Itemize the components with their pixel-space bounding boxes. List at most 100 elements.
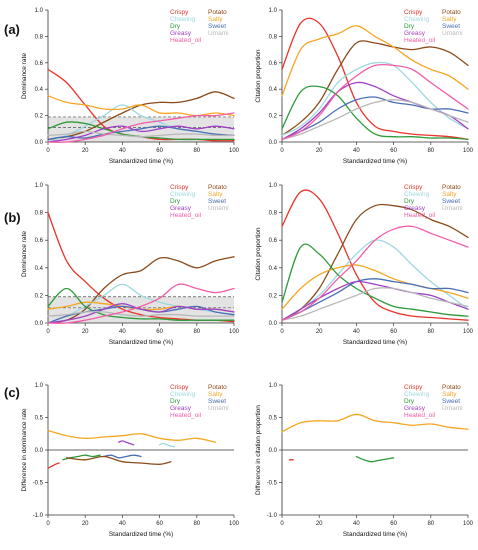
series-line-potato (281, 203, 469, 321)
series-line-potato (65, 455, 172, 465)
legend-entry-chewing: Chewing (404, 191, 430, 198)
y-tick-label: 0.8 (35, 211, 44, 217)
legend-entry-greasy: Greasy (404, 30, 426, 37)
x-tick-label: 40 (119, 329, 126, 335)
y-tick-label: 0.8 (35, 34, 44, 40)
chart-c-left: 0 20 40 60 80 100 -1.0 -0.5 0.0 0.5 1.0 Standardize… (21, 383, 240, 538)
series-line-heated_oil (47, 112, 235, 143)
x-tick-label: 20 (316, 521, 323, 527)
y-axis-label: Citation proportion (255, 49, 262, 102)
legend-entry-chewing: Chewing (404, 16, 430, 23)
legend-entry-salty: Salty (442, 16, 457, 23)
x-tick-label: 20 (82, 521, 89, 527)
legend-entry-greasy: Greasy (404, 405, 426, 412)
x-tick-label: 40 (353, 329, 360, 335)
y-axis-label: Citation proportion (255, 227, 262, 280)
series-line-greasy (47, 125, 235, 143)
legend-entry-potato: Potato (442, 384, 461, 391)
x-tick-label: 100 (229, 521, 240, 527)
legend-entry-umami: Umami (442, 205, 463, 212)
y-tick-label: 0.0 (35, 140, 44, 146)
y-tick-label: 0.6 (269, 238, 278, 244)
y-tick-label: 1.0 (35, 383, 44, 389)
x-tick-label: 80 (193, 148, 200, 154)
x-tick-label: 0 (280, 329, 284, 335)
legend-entry-sweet: Sweet (442, 23, 460, 30)
legend-entry-dry: Dry (404, 398, 415, 405)
panel-label-b: (b) (4, 210, 21, 225)
legend-entry-chewing: Chewing (404, 391, 430, 398)
y-tick-label: 0.2 (269, 293, 278, 299)
y-tick-label: 0.4 (269, 266, 278, 272)
x-tick-label: 60 (156, 329, 163, 335)
x-tick-label: 60 (390, 521, 397, 527)
x-tick-label: 60 (390, 148, 397, 154)
y-tick-label: 0.6 (35, 238, 44, 244)
x-axis-label: Standardized time (%) (343, 158, 407, 165)
legend-entry-heated_oil: Heated_oil (404, 412, 436, 419)
x-tick-label: 0 (46, 329, 50, 335)
series-line-greasy (47, 303, 235, 324)
x-axis-label: Standardized time (%) (343, 339, 407, 346)
legend-entry-potato: Potato (208, 184, 227, 191)
legend-entry-potato: Potato (208, 384, 227, 391)
legend-entry-sweet: Sweet (442, 198, 460, 205)
legend-entry-dry: Dry (404, 23, 415, 30)
legend-entry-umami: Umami (208, 405, 229, 412)
legend-entry-crispy: Crispy (404, 9, 423, 16)
x-tick-label: 80 (193, 329, 200, 335)
legend-entry-dry: Dry (170, 398, 181, 405)
x-tick-label: 20 (316, 148, 323, 154)
y-tick-label: 0.4 (35, 266, 44, 272)
series-line-salty (281, 264, 469, 310)
x-tick-label: 60 (390, 329, 397, 335)
y-tick-label: 1.0 (269, 183, 278, 189)
legend-entry-salty: Salty (208, 391, 223, 398)
x-tick-label: 100 (229, 148, 240, 154)
x-tick-label: 100 (463, 329, 474, 335)
legend-entry-greasy: Greasy (170, 205, 192, 212)
x-axis-label: Standardized time (%) (109, 158, 173, 165)
y-tick-label: 0.0 (269, 321, 278, 327)
x-tick-label: 20 (82, 329, 89, 335)
x-tick-label: 40 (119, 148, 126, 154)
x-tick-label: 40 (119, 521, 126, 527)
legend-entry-heated_oil: Heated_oil (404, 37, 436, 44)
y-tick-label: 0.0 (35, 448, 44, 454)
legend-entry-dry: Dry (170, 23, 181, 30)
y-tick-label: 0.5 (35, 416, 44, 422)
legend-entry-chewing: Chewing (170, 16, 196, 23)
legend-entry-salty: Salty (442, 191, 457, 198)
y-tick-label: -1.0 (267, 513, 278, 519)
legend-entry-crispy: Crispy (404, 384, 423, 391)
y-tick-label: 0.0 (269, 140, 278, 146)
legend-entry-heated_oil: Heated_oil (170, 37, 202, 44)
series-line-sweet (281, 96, 469, 141)
x-tick-label: 20 (316, 329, 323, 335)
legend-entry-greasy: Greasy (404, 205, 426, 212)
y-tick-label: 0.4 (35, 87, 44, 93)
legend-entry-dry: Dry (404, 198, 415, 205)
chart-a-right: 0 20 40 60 80 100 0.0 0.2 0.4 0.6 0.8 1.0 Standardiz… (255, 8, 474, 165)
x-tick-label: 0 (46, 148, 50, 154)
series-line-umami (281, 287, 469, 321)
series-line-dry (281, 85, 469, 141)
chart-b-right: 0 20 40 60 80 100 0.0 0.2 0.4 0.6 0.8 1.0 Standardiz… (255, 183, 474, 346)
legend-entry-dry: Dry (170, 198, 181, 205)
x-tick-label: 80 (427, 148, 434, 154)
y-axis-label: Difference in dominance rate (21, 408, 28, 491)
x-tick-label: 80 (193, 521, 200, 527)
legend-entry-umami: Umami (208, 30, 229, 37)
legend-entry-crispy: Crispy (404, 184, 423, 191)
legend-entry-umami: Umami (208, 205, 229, 212)
chart-b-left: 0 20 40 60 80 100 0.0 0.2 0.4 0.6 0.8 1.0 Standardiz… (21, 183, 240, 346)
series-line-sweet (103, 454, 142, 459)
series-line-salty (281, 413, 469, 433)
series-line-dry (47, 287, 235, 321)
x-axis-label: Standardized time (%) (343, 531, 407, 538)
x-axis-label: Standardized time (%) (109, 339, 173, 346)
legend-entry-salty: Salty (442, 391, 457, 398)
legend-entry-chewing: Chewing (170, 391, 196, 398)
series-line-sweet (47, 125, 235, 141)
